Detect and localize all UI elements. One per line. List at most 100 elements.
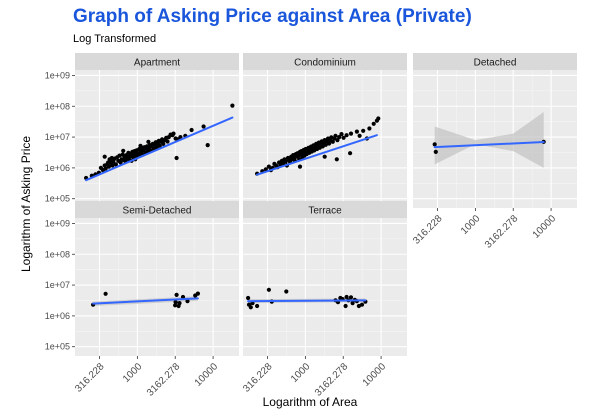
fit-line — [247, 299, 367, 303]
data-point — [255, 303, 260, 309]
data-point — [323, 142, 328, 147]
x-tick-label: 3162.278 — [145, 361, 183, 399]
facet-semi-detached: Semi-Detached 1e+05 1e+06 1e+07 1e+08 1e+09 31… — [45, 201, 239, 399]
x-tick-label: 1000 — [459, 213, 483, 237]
x-tick-label: 10000 — [531, 213, 559, 241]
data-point — [177, 301, 182, 306]
x-tick-label: 10000 — [361, 361, 389, 389]
facet-strip — [75, 201, 239, 218]
facet-panels: Apartment 1e+05 1e+06 1e+07 1e+08 1e+09 Condom… — [45, 53, 577, 399]
data-point — [337, 135, 342, 140]
panel-background — [75, 70, 239, 208]
y-tick-label: 1e+07 — [45, 132, 70, 142]
data-point — [333, 133, 338, 138]
data-point — [138, 143, 143, 148]
x-tick-label: 10000 — [193, 361, 221, 389]
data-point — [341, 135, 346, 140]
data-point — [246, 295, 251, 301]
data-point — [102, 154, 107, 159]
data-point — [433, 149, 438, 154]
data-point — [359, 302, 365, 307]
data-point — [266, 164, 271, 169]
chart-title: Graph of Asking Price against Area (Priv… — [73, 6, 472, 27]
data-point — [118, 160, 123, 165]
facet-strip-label: Apartment — [134, 58, 180, 69]
data-point — [361, 128, 366, 133]
data-point — [348, 131, 354, 136]
data-point — [157, 143, 162, 148]
data-point — [178, 135, 183, 140]
data-point — [357, 133, 362, 138]
y-axis-title: Logarithm of Asking Price — [19, 136, 33, 272]
y-tick-label: 1e+07 — [45, 280, 70, 290]
y-tick-label: 1e+08 — [45, 101, 70, 111]
data-point — [103, 291, 108, 296]
data-point — [173, 303, 178, 308]
facet-terrace: Terrace 316.228 1000 3162.278 10000 — [241, 201, 407, 399]
data-point — [343, 303, 348, 309]
data-point — [110, 163, 115, 168]
x-tick-label: 316.228 — [241, 361, 275, 395]
data-point — [165, 139, 170, 144]
facet-strip-label: Detached — [474, 58, 517, 69]
panel-background — [243, 218, 407, 356]
x-tick-label: 3162.278 — [313, 361, 351, 399]
fit-line — [92, 297, 199, 305]
y-tick-label: 1e+05 — [45, 342, 70, 352]
chart-subtitle: Log Transformed — [73, 33, 157, 45]
x-tick-label: 3162.278 — [483, 213, 521, 251]
data-point — [248, 305, 253, 310]
facet-strip — [243, 53, 407, 70]
data-point — [121, 148, 126, 153]
x-tick-label: 316.228 — [73, 361, 107, 395]
data-point — [230, 103, 235, 108]
y-tick-label: 1e+08 — [45, 249, 70, 259]
facet-strip — [75, 53, 239, 70]
data-point — [350, 301, 355, 306]
data-point — [297, 164, 303, 169]
data-point — [354, 129, 359, 134]
data-point — [339, 132, 344, 137]
facet-strip — [413, 53, 577, 70]
fit-line — [85, 116, 234, 182]
data-point — [344, 133, 349, 138]
data-point — [432, 142, 437, 147]
x-tick-label: 1000 — [121, 361, 145, 385]
data-point — [283, 159, 288, 164]
facet-apartment: Apartment 1e+05 1e+06 1e+07 1e+08 1e+09 — [45, 53, 239, 208]
confidence-band — [434, 112, 544, 168]
facet-strip-label: Condominium — [294, 58, 356, 69]
fit-line — [433, 141, 545, 149]
data-point — [327, 141, 332, 146]
data-point — [322, 154, 327, 159]
data-point — [195, 291, 200, 296]
y-tick-label: 1e+09 — [45, 218, 70, 228]
data-point — [334, 157, 339, 162]
data-point — [189, 127, 194, 133]
y-tick-label: 1e+06 — [45, 163, 70, 173]
data-point — [348, 295, 354, 300]
x-tick-label: 1000 — [289, 361, 313, 385]
data-point — [367, 126, 372, 131]
facet-strip-label: Semi-Detached — [123, 206, 192, 217]
data-point — [106, 164, 111, 169]
facet-detached: Detached 316.228 1000 3162.278 10000 — [411, 53, 577, 251]
data-point — [266, 287, 271, 292]
facet-strip-label: Terrace — [308, 206, 342, 217]
data-point — [174, 292, 179, 297]
data-point — [117, 153, 122, 158]
data-point — [173, 300, 178, 305]
fit-line — [256, 134, 378, 176]
data-point — [201, 124, 206, 129]
y-tick-label: 1e+05 — [45, 194, 70, 204]
data-point — [171, 131, 176, 136]
data-point — [103, 166, 108, 171]
y-tick-label: 1e+09 — [45, 70, 70, 80]
data-point — [330, 139, 335, 144]
data-point — [146, 139, 151, 144]
data-point — [185, 299, 190, 304]
data-point — [174, 155, 179, 161]
data-point — [263, 167, 268, 172]
data-point — [205, 143, 210, 148]
